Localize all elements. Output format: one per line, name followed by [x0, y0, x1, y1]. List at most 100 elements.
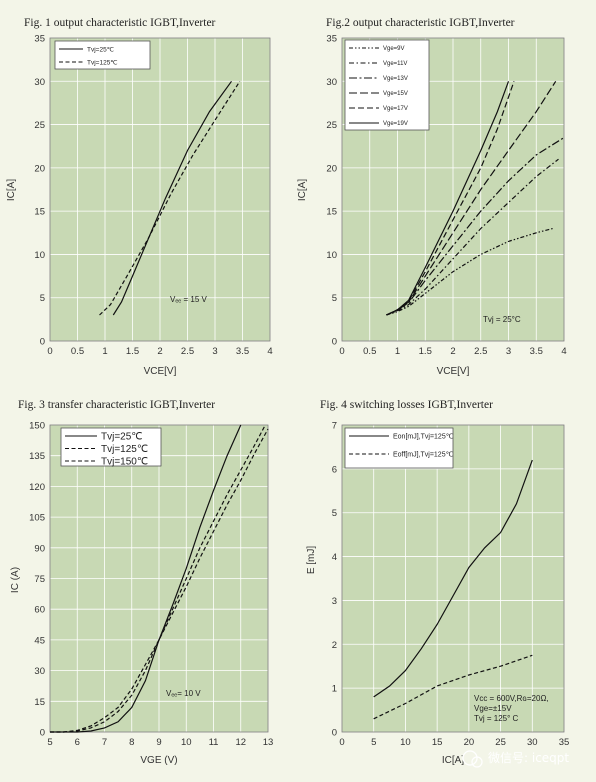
x-tick-label: 13	[263, 737, 274, 748]
chart-1: 0 0.5 1 1.5 2 2.5 3 3.5 4 0 5 10 15 20 25 30 35 Fig. 1 ou…	[0, 0, 298, 391]
y-tick-label: 135	[29, 451, 45, 462]
legend-label: Tvj=25℃	[101, 432, 143, 443]
series-line-3	[50, 428, 269, 733]
y-tick-label: 4	[332, 552, 337, 563]
x-axis-label: VGE (V)	[140, 755, 177, 766]
x-tick-label: 0.5	[363, 346, 376, 357]
legend-label: Tvj=125℃	[87, 59, 118, 66]
wechat-icon-bubble	[471, 756, 483, 768]
y-tick-label: 3	[332, 596, 337, 607]
legend-label: Vge=11V	[383, 61, 407, 67]
x-tick-label: 5	[371, 737, 376, 748]
x-tick-label: 35	[559, 737, 570, 748]
y-tick-label: 15	[34, 207, 45, 218]
x-tick-label: 6	[75, 737, 80, 748]
y-tick-label: 1	[332, 684, 337, 695]
y-tick-label: 0	[332, 337, 337, 348]
y-tick-label: 25	[326, 120, 337, 131]
chart-title: Fig. 1 output characteristic IGBT,Invert…	[24, 17, 216, 29]
x-tick-label: 2.5	[181, 346, 194, 357]
plot-border	[341, 424, 565, 733]
annotation-text: Vₑₑ= 10 V	[166, 689, 201, 698]
x-tick-label: 3.5	[530, 346, 543, 357]
legend-box	[54, 40, 151, 70]
y-tick-label: 2	[332, 640, 337, 651]
x-axis-label: VCE[V]	[437, 366, 470, 377]
series-line-2	[50, 424, 266, 733]
x-tick-label: 0	[339, 346, 344, 357]
y-tick-label: 45	[34, 635, 45, 646]
y-tick-label: 30	[326, 77, 337, 88]
y-tick-label: 30	[34, 77, 45, 88]
chart-4: 0 5 10 15 20 25 30 35 0 1 2 3 4 5 6 7 Fig. 4 switching l…	[298, 391, 596, 782]
y-tick-label: 60	[34, 605, 45, 616]
y-tick-label: 6	[332, 464, 337, 475]
y-tick-label: 15	[34, 697, 45, 708]
x-axis-label: IC[A]	[442, 755, 464, 766]
series-line-2	[386, 158, 559, 316]
y-tick-label: 150	[29, 421, 45, 432]
x-tick-label: 4	[267, 346, 272, 357]
y-axis-label: IC[A]	[297, 179, 308, 201]
x-tick-label: 12	[235, 737, 246, 748]
x-axis-label: VCE[V]	[144, 366, 177, 377]
x-tick-label: 3.5	[236, 346, 249, 357]
y-tick-label: 90	[34, 543, 45, 554]
x-tick-label: 1.5	[126, 346, 139, 357]
y-tick-label: 30	[34, 666, 45, 677]
x-tick-label: 1	[395, 346, 400, 357]
annotation-text: Tvj = 25°C	[483, 315, 521, 324]
watermark-text: 微信号: iceqpt	[488, 751, 569, 765]
legend-label: Vge=17V	[383, 106, 408, 112]
legend-label: Vge=15V	[383, 91, 408, 97]
y-axis-label: IC (A)	[10, 567, 21, 593]
legend: Vge=9V Vge=11V Vge=13V Vge=15V Vge=17V Vge=19…	[344, 39, 430, 131]
chart-2: 0 0.5 1 1.5 2 2.5 3 3.5 4 0 5 10 15 20 25 30 35 Fig.2 out…	[297, 0, 596, 391]
plot-border	[49, 424, 269, 733]
y-axis-label: IC[A]	[6, 179, 17, 201]
chart-3: 5 6 7 8 9 10 11 12 13 0 15 30 45 60 75 90 105 120 135 150 Fi…	[0, 391, 298, 782]
y-tick-label: 25	[34, 120, 45, 131]
chart-title: Fig. 4 switching losses IGBT,Inverter	[320, 399, 493, 411]
plot-area	[342, 425, 564, 732]
x-tick-label: 2.5	[474, 346, 487, 357]
y-tick-label: 105	[29, 513, 45, 524]
y-tick-label: 75	[34, 574, 45, 585]
y-tick-label: 20	[34, 163, 45, 174]
series-line-1	[50, 424, 242, 733]
x-tick-label: 1.5	[419, 346, 432, 357]
y-tick-label: 35	[34, 34, 45, 45]
annotation-text: Tvj = 125° C	[474, 714, 519, 723]
y-tick-label: 35	[326, 34, 337, 45]
plot-border	[341, 37, 565, 342]
x-tick-label: 1	[102, 346, 107, 357]
legend-label: Vge=19V	[383, 121, 408, 127]
x-tick-label: 2	[157, 346, 162, 357]
chart-title: Fig. 3 transfer characteristic IGBT,Inve…	[18, 399, 215, 411]
chart-title: Fig.2 output characteristic IGBT,Inverte…	[326, 17, 515, 29]
x-tick-label: 7	[102, 737, 107, 748]
y-tick-label: 5	[332, 293, 337, 304]
x-tick-label: 15	[432, 737, 443, 748]
legend-label: Tvj=125℃	[101, 444, 148, 455]
x-tick-label: 11	[209, 737, 219, 748]
legend-label: Tvj=150℃	[101, 457, 148, 468]
legend: Eon[mJ],Tvj=125℃ Eoff[mJ],Tvj=125℃	[344, 427, 454, 469]
series-line-1	[386, 227, 554, 316]
y-tick-label: 5	[40, 293, 45, 304]
legend-label: Eon[mJ],Tvj=125℃	[393, 433, 454, 440]
y-tick-label: 10	[34, 250, 45, 261]
wechat-icon	[462, 750, 478, 766]
x-tick-label: 0	[339, 737, 344, 748]
series-line-1	[373, 459, 533, 698]
legend-label: Vge=13V	[383, 76, 408, 82]
x-tick-label: 0	[47, 346, 52, 357]
legend-box	[344, 427, 454, 469]
legend-box	[344, 39, 430, 131]
annotation-text: Vₑₑ = 15 V	[170, 295, 208, 304]
watermark: 微信号: iceqpt	[462, 750, 569, 768]
x-tick-label: 8	[129, 737, 134, 748]
annotation-text: Vge=±15V	[474, 704, 512, 713]
y-tick-label: 20	[326, 163, 337, 174]
